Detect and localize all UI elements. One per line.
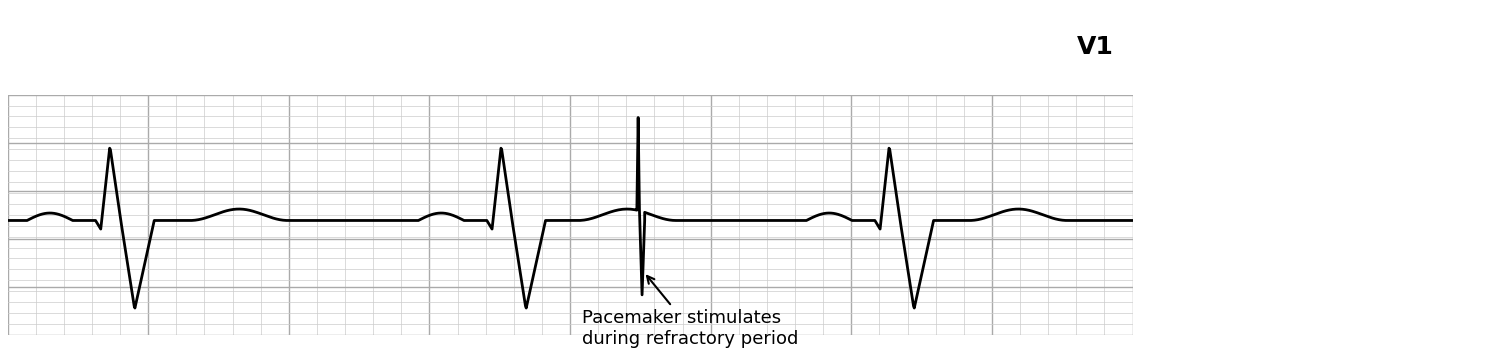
Text: V1: V1 (1077, 35, 1114, 59)
Text: Failure to capture during refractory period: Failure to capture during refractory per… (22, 37, 561, 57)
Text: Pacemaker stimulates
during refractory period: Pacemaker stimulates during refractory p… (582, 276, 798, 348)
